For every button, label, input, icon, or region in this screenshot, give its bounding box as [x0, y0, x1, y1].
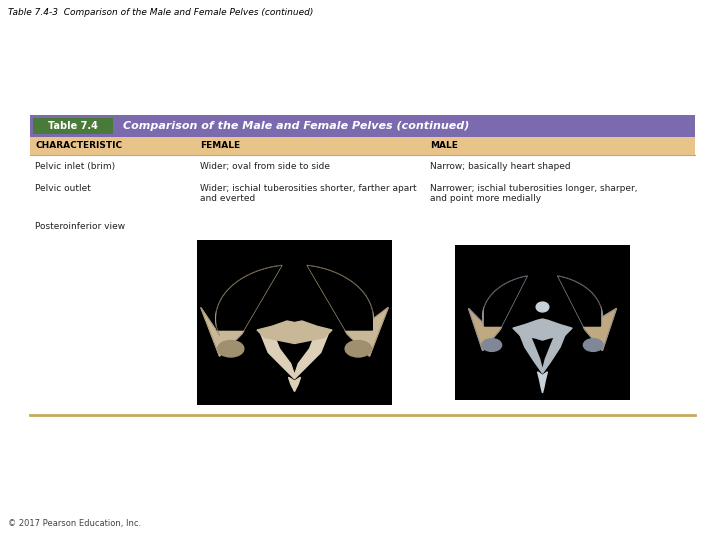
- Text: Pelvic outlet: Pelvic outlet: [35, 184, 91, 193]
- Text: Wider; ischial tuberosities shorter, farther apart
and everted: Wider; ischial tuberosities shorter, far…: [200, 184, 417, 204]
- Text: MALE: MALE: [430, 141, 458, 151]
- Text: Table 7.4-3  Comparison of the Male and Female Pelves (continued): Table 7.4-3 Comparison of the Male and F…: [8, 8, 313, 17]
- Text: FEMALE: FEMALE: [200, 141, 240, 151]
- Text: Table 7.4: Table 7.4: [48, 121, 98, 131]
- Text: Wider; oval from side to side: Wider; oval from side to side: [200, 162, 330, 171]
- Bar: [33, 118, 113, 134]
- Text: Narrow; basically heart shaped: Narrow; basically heart shaped: [430, 162, 571, 171]
- Text: CHARACTERISTIC: CHARACTERISTIC: [35, 141, 122, 151]
- Text: Posteroinferior view: Posteroinferior view: [35, 222, 125, 231]
- Text: Pelvic inlet (brim): Pelvic inlet (brim): [35, 162, 115, 171]
- Text: © 2017 Pearson Education, Inc.: © 2017 Pearson Education, Inc.: [8, 519, 141, 528]
- Text: Comparison of the Male and Female Pelves (continued): Comparison of the Male and Female Pelves…: [123, 121, 469, 131]
- Text: Narrower; ischial tuberosities longer, sharper,
and point more medially: Narrower; ischial tuberosities longer, s…: [430, 184, 637, 204]
- Bar: [30, 137, 695, 155]
- Bar: [30, 115, 695, 137]
